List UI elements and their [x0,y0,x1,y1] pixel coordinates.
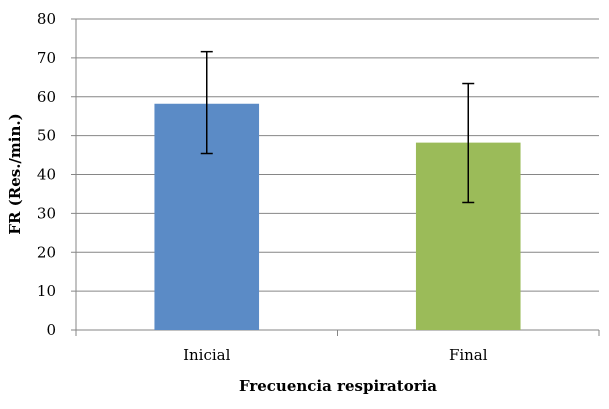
x-tick-label-inicial: Inicial [183,346,231,364]
bars [154,103,521,330]
y-axis-title: FR (Res./min.) [6,113,24,234]
x-tick-label-final: Final [449,346,488,364]
y-tick-label: 50 [37,127,56,145]
error-bar-final [462,82,475,204]
y-tick-label: 80 [37,10,56,28]
y-tick-label: 70 [37,49,56,67]
category-labels: Inicial Final [183,346,488,364]
y-axis: 0 10 20 30 40 50 60 70 80 [37,10,77,339]
y-tick-label: 0 [46,321,56,339]
y-tick-label: 20 [37,243,56,261]
y-tick-label: 60 [37,88,56,106]
x-axis-title: Frecuencia respiratoria [239,377,437,395]
y-tick-label: 10 [37,282,56,300]
y-tick-label: 40 [37,166,56,184]
y-tick-label: 30 [37,204,56,222]
error-bars [200,50,475,204]
error-bar-inicial [200,50,213,155]
x-axis [75,329,600,336]
